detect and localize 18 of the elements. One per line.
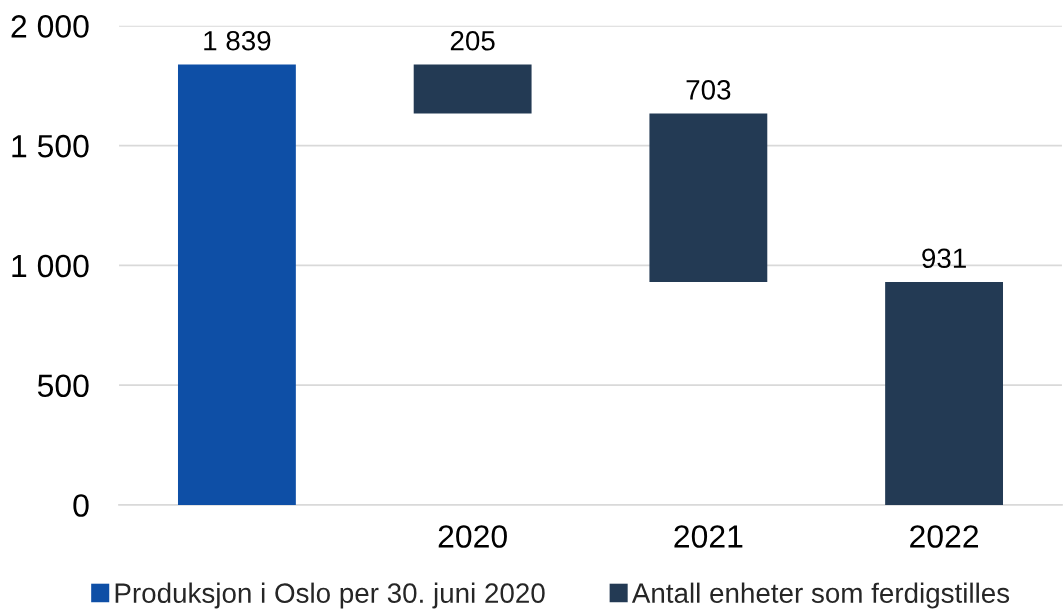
y-tick-label: 500 [37, 374, 89, 398]
y-tick-label: 1 500 [12, 134, 89, 158]
data-label: 931 [922, 248, 966, 269]
bar [649, 113, 768, 282]
data-label: 703 [686, 80, 731, 100]
y-tick-label: 0 [73, 494, 89, 517]
bar [177, 64, 296, 505]
y-tick-label: 2 000 [11, 15, 89, 38]
data-label: 1 839 [204, 30, 271, 51]
legend-label: Produksjon i Oslo per 30. juni 2020 [115, 582, 545, 609]
x-tick-label: 2022 [910, 525, 979, 548]
bar [413, 64, 532, 114]
data-label: 205 [450, 30, 495, 51]
bar [885, 281, 1004, 505]
x-tick-label: 2021 [674, 525, 743, 548]
y-tick-label: 1 000 [12, 254, 89, 278]
x-tick-label: 2020 [438, 525, 507, 548]
legend-label: Antall enheter som ferdigstilles [631, 582, 1010, 609]
